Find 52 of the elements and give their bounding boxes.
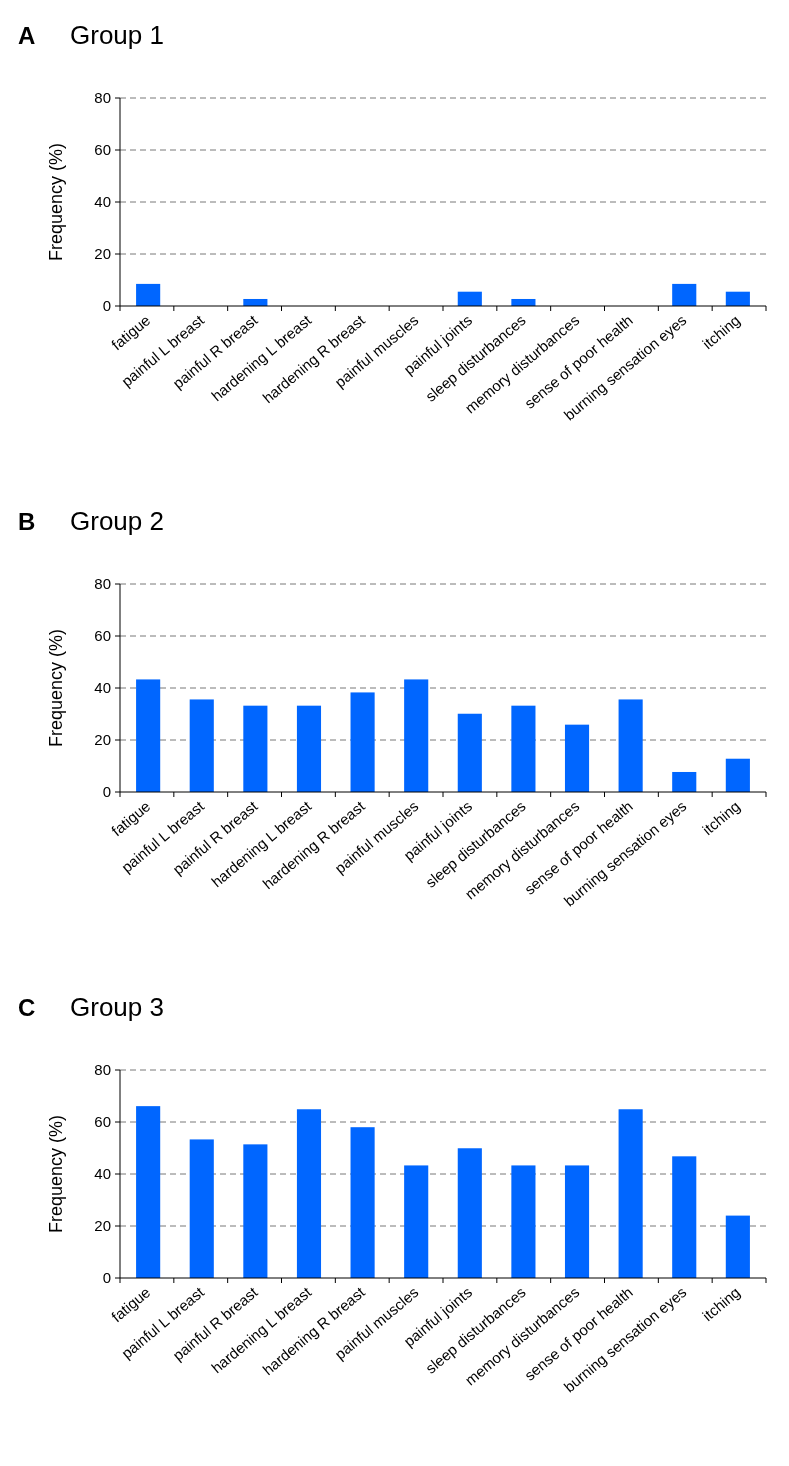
y-tick-label: 80: [94, 89, 111, 107]
y-tick-label: 0: [102, 783, 111, 801]
bar: [404, 1165, 429, 1278]
bar: [672, 771, 697, 792]
text: A: [18, 22, 36, 49]
bar: [350, 692, 375, 792]
y-tick-label: 40: [94, 679, 111, 697]
bar: [618, 1109, 643, 1278]
bar: [243, 705, 268, 792]
bar: [136, 283, 161, 306]
bar: [725, 291, 750, 306]
y-tick-label: 0: [102, 297, 111, 315]
bar: [672, 283, 697, 306]
bar: [136, 679, 161, 792]
y-tick-label: 0: [102, 1269, 111, 1287]
bar: [725, 1215, 750, 1278]
bar: [243, 1144, 268, 1278]
chart-title: Group 1: [70, 20, 164, 50]
y-axis-title: Frequency (%): [46, 1114, 66, 1234]
y-tick-label: 40: [94, 193, 111, 211]
bar: [511, 705, 536, 792]
bar: [457, 291, 482, 306]
bar: [457, 713, 482, 792]
text: C: [18, 994, 36, 1021]
y-tick-label: 20: [94, 245, 111, 263]
y-tick-label: 60: [94, 1113, 111, 1131]
bar: [404, 679, 429, 792]
text: B: [18, 508, 36, 535]
bar: [296, 705, 322, 792]
bar: [457, 1148, 482, 1278]
y-tick-label: 20: [94, 1217, 111, 1235]
y-axis-title: Frequency (%): [46, 628, 66, 748]
bar: [350, 1127, 375, 1278]
y-tick-label: 20: [94, 731, 111, 749]
bar: [189, 1139, 214, 1278]
y-tick-label: 80: [94, 575, 111, 593]
y-tick-label: 60: [94, 141, 111, 159]
y-axis-title: Frequency (%): [46, 142, 66, 262]
bar: [296, 1109, 322, 1278]
y-tick-label: 40: [94, 1165, 111, 1183]
bar: [564, 724, 590, 792]
y-tick-label: 60: [94, 627, 111, 645]
bar: [672, 1156, 697, 1278]
bar: [511, 1165, 536, 1278]
bar: [564, 1165, 590, 1278]
chart-title: Group 2: [70, 506, 164, 536]
chart-title: Group 3: [70, 992, 164, 1022]
y-tick-label: 80: [94, 1061, 111, 1079]
bar: [189, 699, 214, 792]
bar: [618, 699, 643, 792]
bar: [725, 758, 750, 792]
bar: [136, 1106, 161, 1278]
